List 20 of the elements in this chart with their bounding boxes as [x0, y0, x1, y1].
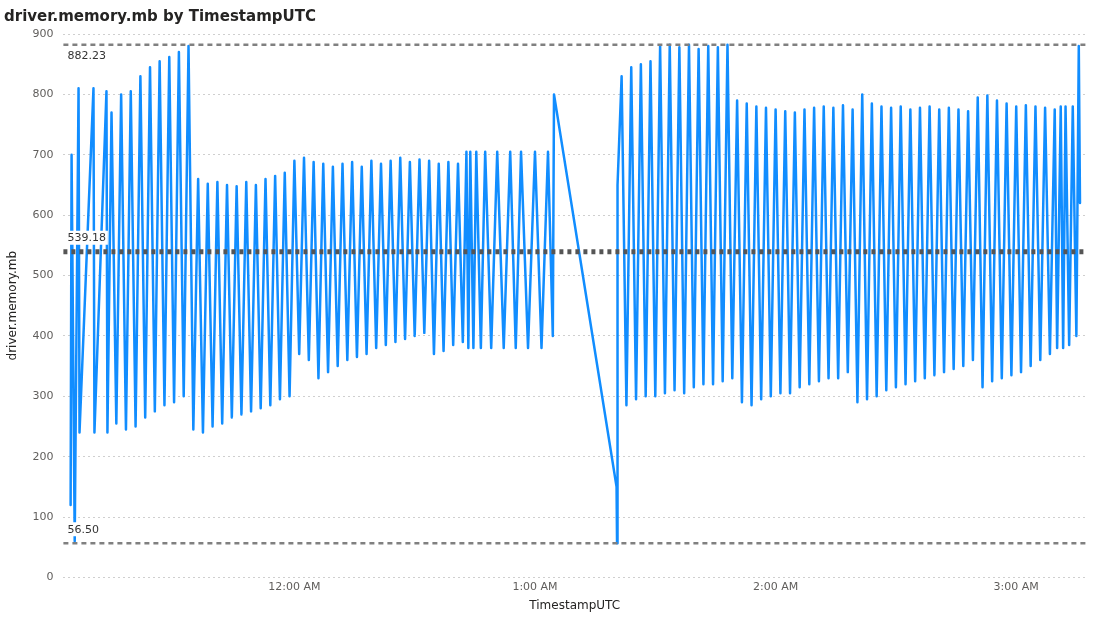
- ref-line-label: 56.50: [67, 522, 99, 536]
- y-tick-label: 0: [46, 570, 54, 584]
- x-tick-label: 1:00 AM: [512, 579, 558, 593]
- y-tick-label: 800: [32, 87, 54, 101]
- y-axis-title: driver.memory.mb: [5, 250, 20, 361]
- y-tick-label: 200: [32, 449, 54, 463]
- x-tick-label: 2:00 AM: [753, 579, 799, 593]
- chart-title: driver.memory.mb by TimestampUTC: [4, 6, 316, 25]
- x-tick-label: 3:00 AM: [993, 579, 1039, 593]
- y-tick-label: 700: [32, 147, 54, 161]
- ref-line-label: 539.18: [67, 231, 106, 245]
- y-tick-label: 400: [32, 328, 54, 342]
- x-axis-title: TimestampUTC: [528, 597, 621, 612]
- x-tick-label: 12:00 AM: [268, 579, 321, 593]
- ref-line-label: 882.23: [67, 49, 106, 63]
- y-tick-label: 600: [32, 207, 54, 221]
- y-tick-label: 900: [32, 26, 54, 40]
- y-tick-label: 100: [32, 509, 54, 523]
- y-tick-label: 300: [32, 389, 54, 403]
- y-tick-label: 500: [32, 268, 54, 282]
